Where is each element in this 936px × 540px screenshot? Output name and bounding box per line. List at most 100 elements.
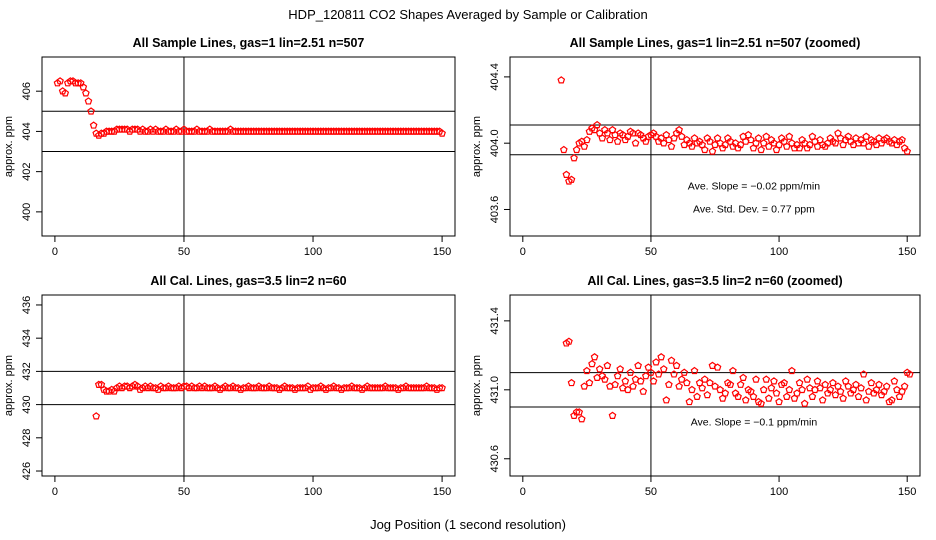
data-point [110,387,119,395]
panels: All Sample Lines, gas=1 lin=2.51 n=507 0 5… [3,36,921,498]
data-point [741,396,750,404]
data-point [762,132,771,140]
data-point [841,135,850,144]
data-point [816,135,824,144]
data-point [603,361,612,369]
data-point [859,370,868,378]
data-point [667,142,676,150]
data-point [590,125,599,134]
x-tick-label: 0 [52,486,58,498]
data-point [693,139,701,147]
data-point [747,135,755,144]
data-point [629,382,637,390]
data-point [839,394,847,402]
y-tick-label: 400 [21,203,33,221]
data-point [729,366,737,375]
data-point [770,377,778,385]
x-tick-label: 100 [770,246,788,258]
data-point [685,397,694,406]
data-point [821,142,830,150]
data-point [654,370,663,378]
y-axis-label: approx. ppm [471,116,483,177]
data-point [667,356,676,364]
data-point [890,135,899,144]
data-point [82,89,90,97]
data-point [332,383,341,392]
data-point [844,382,853,390]
data-point [565,337,573,345]
y-tick-label: 428 [21,429,33,447]
x-tick-label: 50 [178,486,190,498]
data-point [616,365,625,373]
y-tick-label: 404.4 [489,63,501,91]
data-point [882,382,891,390]
x-tick-label: 150 [433,246,451,258]
data-point [749,392,758,400]
data-point [788,139,796,147]
data-point [849,385,858,394]
data-point [575,408,584,416]
y-axis-label: approx. ppm [3,116,15,177]
x-tick-label: 0 [52,246,58,258]
data-point [94,380,103,388]
data-point [780,378,789,387]
data-point [647,130,655,139]
chart-panel-3: All Cal. Lines, gas=3.5 lin=2 n=60 0 50 100… [3,274,456,498]
data-point [841,377,850,385]
data-point [427,383,436,392]
x-tick-label: 100 [304,246,322,258]
panel-title: All Cal. Lines, gas=3.5 lin=2 n=60 [150,274,346,288]
data-point [662,130,671,139]
data-point [92,412,101,420]
data-point [270,383,279,392]
data-point [688,385,696,394]
data-point [588,359,596,368]
data-point [97,380,106,388]
data-point [772,145,781,154]
data-point [877,390,886,399]
data-point [716,385,724,394]
data-point [790,394,799,402]
data-point [706,137,714,145]
data-point [813,377,822,385]
data-point [818,396,827,404]
data-point [608,125,617,134]
data-point [893,385,901,394]
data-point [149,383,157,392]
data-point [754,134,763,142]
data-point [857,384,865,392]
y-tick-label: 430.6 [489,445,501,473]
plot-frame [509,294,921,477]
data-point [56,77,64,85]
data-point [598,134,607,142]
data-point [713,134,722,142]
data-point [895,137,904,145]
data-point [877,139,886,147]
data-point [583,135,591,144]
figure-xlabel: Jog Position (1 second resolution) [370,517,566,532]
data-point [631,375,640,383]
y-tick-label: 404 [21,122,33,140]
data-point [700,375,709,383]
y-tick-label: 431.0 [489,376,501,404]
data-point [120,125,129,133]
data-point [875,134,883,142]
data-point [731,139,740,147]
data-point [389,383,397,392]
data-point [131,125,139,133]
data-point [647,368,655,376]
data-point [613,371,622,380]
data-point [785,385,794,394]
data-point [800,139,809,147]
data-point [739,373,748,382]
y-tick-label: 432 [21,362,33,380]
data-point [570,154,578,162]
data-point [435,383,444,392]
data-point [749,144,758,152]
data-point [657,353,666,361]
data-point [595,365,604,373]
data-point [690,134,699,142]
y-tick-label: 436 [21,296,33,314]
data-point [636,377,645,385]
